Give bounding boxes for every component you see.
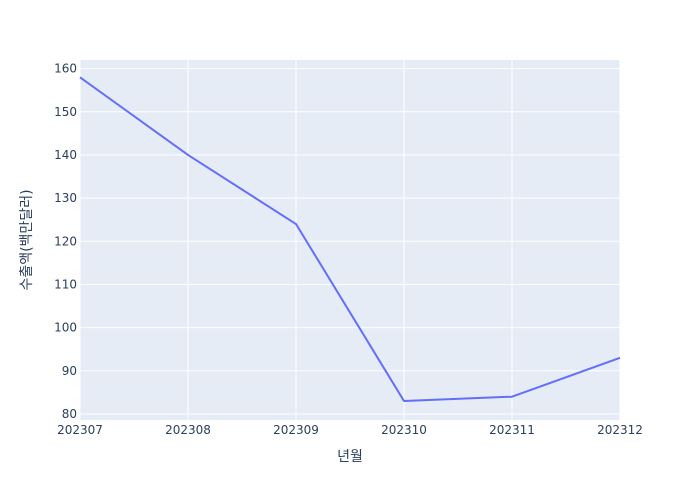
y-tick-label: 130 [54, 191, 77, 205]
x-tick-label: 202310 [381, 423, 427, 437]
y-tick-label: 140 [54, 148, 77, 162]
y-tick-label: 90 [62, 364, 77, 378]
data-series [79, 76, 621, 403]
y-tick-label: 120 [54, 234, 77, 248]
y-tick-label: 100 [54, 321, 77, 335]
y-tick-label: 150 [54, 105, 77, 119]
y-tick-label: 110 [54, 277, 77, 291]
series-line [79, 76, 621, 403]
y-axis-title: 수출액(백만달러) [19, 189, 35, 290]
y-tick-label: 160 [54, 62, 77, 76]
x-tick-label: 202312 [597, 423, 643, 437]
y-tick-label: 80 [62, 407, 77, 421]
x-gridlines [79, 60, 621, 420]
x-tick-labels: 202307 202308 202309 202310 202311 202312 [57, 423, 643, 437]
x-axis-title: 년월 [337, 449, 363, 465]
y-tick-labels: 80 90 100 110 120 130 140 150 160 [54, 62, 77, 421]
x-tick-label: 202308 [165, 423, 211, 437]
plot-background [80, 60, 620, 420]
x-tick-label: 202307 [57, 423, 103, 437]
x-tick-label: 202309 [273, 423, 319, 437]
x-tick-label: 202311 [489, 423, 535, 437]
y-gridlines [80, 68, 620, 415]
